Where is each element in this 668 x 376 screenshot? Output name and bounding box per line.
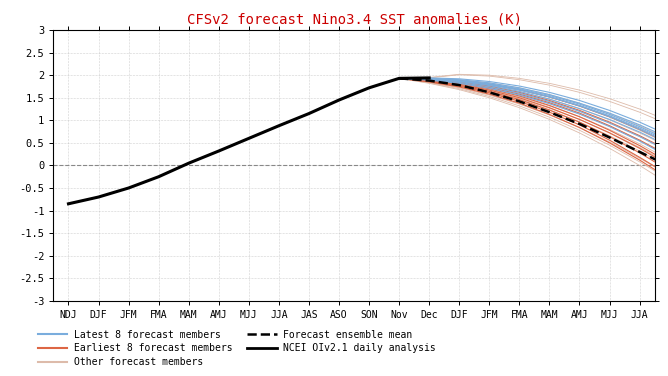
Title: CFSv2 forecast Nino3.4 SST anomalies (K): CFSv2 forecast Nino3.4 SST anomalies (K) <box>186 12 522 26</box>
Legend: Latest 8 forecast members, Earliest 8 forecast members, Other forecast members, : Latest 8 forecast members, Earliest 8 fo… <box>38 330 436 367</box>
